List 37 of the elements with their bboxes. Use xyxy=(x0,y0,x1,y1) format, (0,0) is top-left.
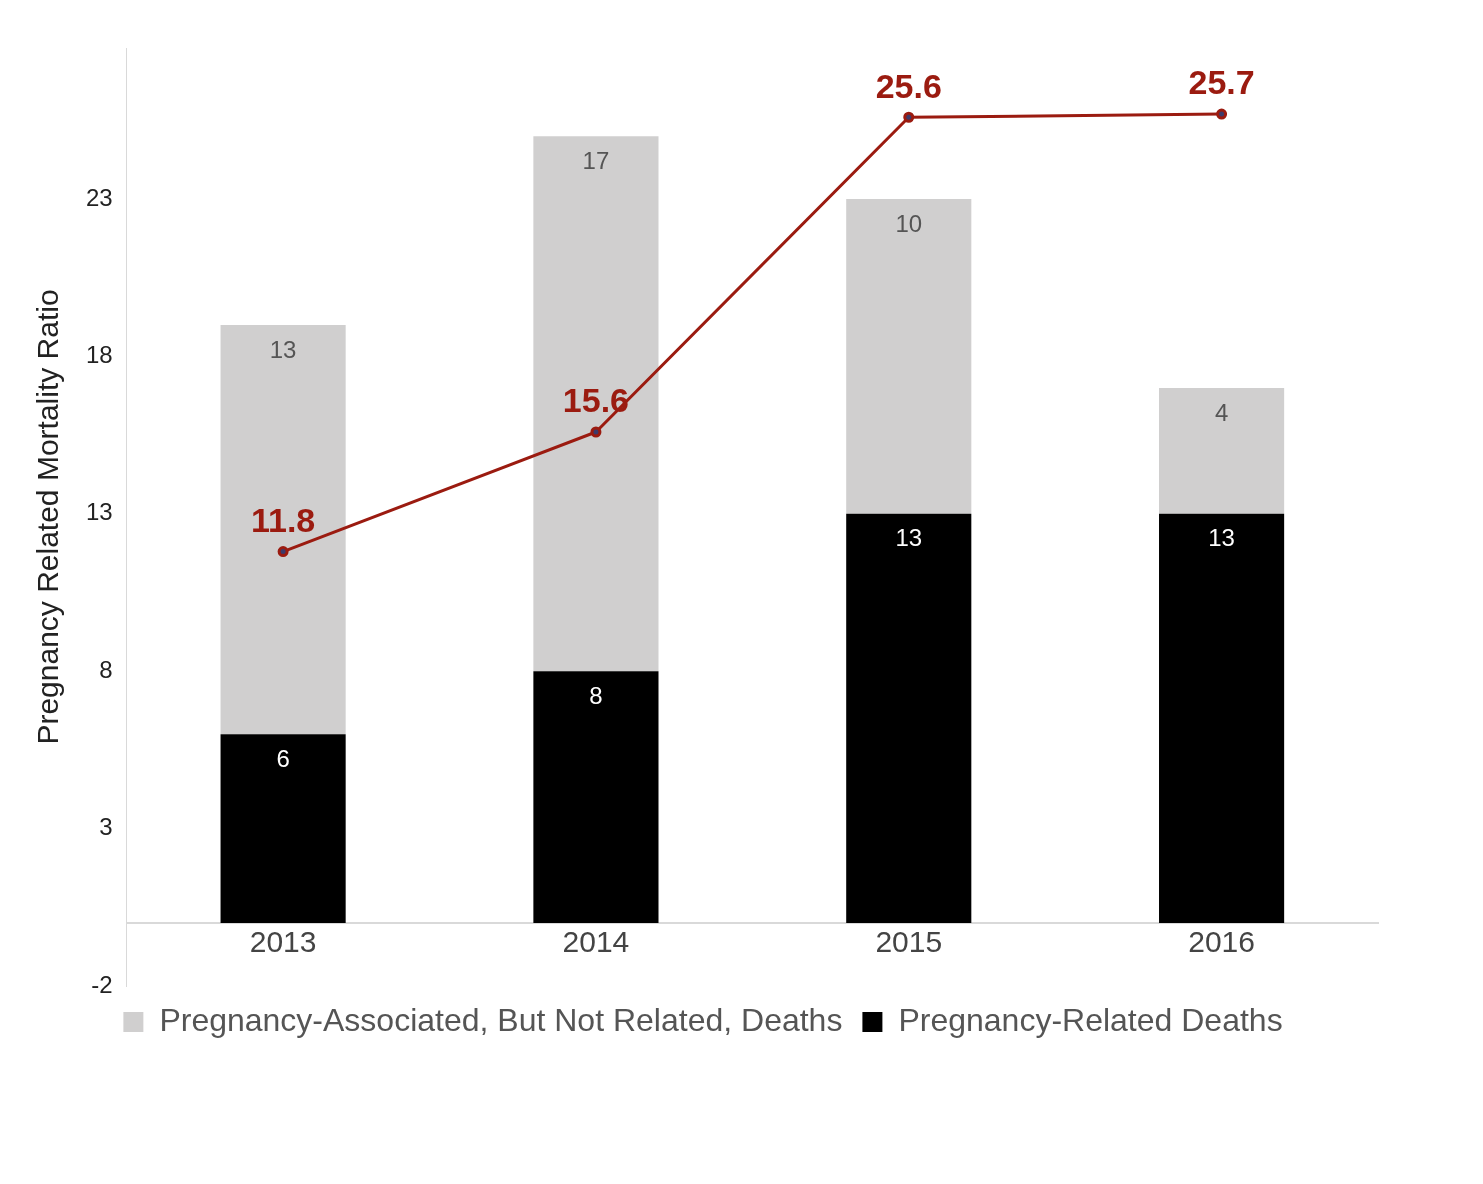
y-tick-label: 13 xyxy=(85,498,113,526)
data-label: 25.6 xyxy=(875,66,942,105)
x-tick-label: 2013 xyxy=(249,925,317,959)
data-label: 15.6 xyxy=(562,381,630,420)
point xyxy=(590,426,602,438)
y-tick-label: 18 xyxy=(85,341,113,369)
bar xyxy=(846,199,972,514)
x-tick-label: 2014 xyxy=(562,925,630,959)
x-tick-label: 2016 xyxy=(1188,925,1255,959)
bar xyxy=(846,513,972,924)
y-tick-label: 8 xyxy=(99,655,113,683)
bar xyxy=(1159,513,1285,924)
data-label: 11.8 xyxy=(250,501,316,539)
bar xyxy=(533,671,659,924)
x-tick-label: 2015 xyxy=(875,925,943,959)
point xyxy=(277,546,289,558)
data-label: 4 xyxy=(1214,398,1229,426)
data-label: 8 xyxy=(589,681,603,709)
point xyxy=(1216,108,1228,120)
y-tick-label: 3 xyxy=(99,813,113,841)
legend-label: Pregnancy-Related Deaths xyxy=(898,1001,1283,1038)
bar xyxy=(1159,387,1285,514)
y-tick-label: 23 xyxy=(85,183,113,211)
bar xyxy=(220,734,346,924)
legend-label: Pregnancy-Associated, But Not Related, Deaths xyxy=(159,1001,843,1038)
bar xyxy=(533,136,659,672)
data-label: 13 xyxy=(1208,524,1235,552)
bar xyxy=(220,324,346,735)
data-label: 25.7 xyxy=(1188,63,1255,102)
data-label: 10 xyxy=(895,209,923,237)
y-axis-title: Pregnancy Related Mortality Ratio xyxy=(31,289,65,745)
data-label: 13 xyxy=(895,524,923,552)
data-label: 6 xyxy=(276,744,290,772)
y-tick-label: -2 xyxy=(91,970,113,998)
point xyxy=(903,111,915,123)
data-label: 13 xyxy=(269,335,297,363)
data-label: 17 xyxy=(582,146,610,174)
